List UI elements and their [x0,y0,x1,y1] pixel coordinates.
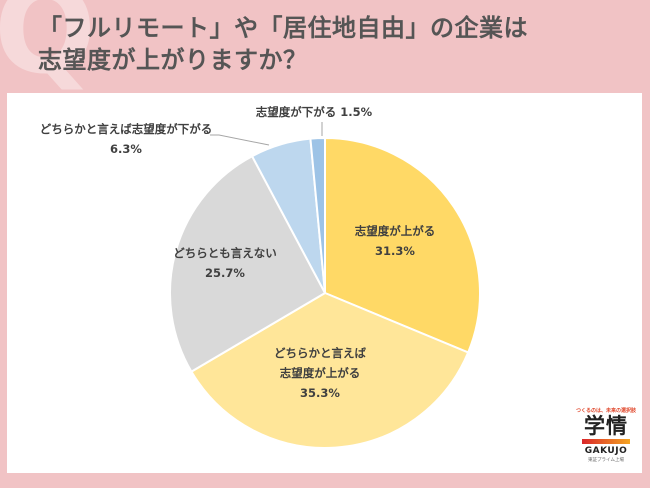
logo-bar [582,439,630,444]
label-name-line2: 志望度が上がる [279,366,361,380]
label-name: どちらかと言えば志望度が下がる [39,122,213,136]
label-name-value: 志望度が下がる 1.5% [255,105,373,119]
logo-tagline: つくるのは、未来の選択肢 [576,408,636,414]
label-value: 31.3% [375,244,415,258]
gakujo-logo: つくるのは、未来の選択肢 学情 GAKUJO 東証プライム上場 [576,408,636,464]
title-line-1: 「フルリモート」や「居住地自由」の企業は [38,14,528,42]
slice-disagree [309,136,326,294]
slice-agree [324,136,481,354]
label-value: 25.7% [205,266,245,280]
label-name-line1: どちらかと言えば [274,346,366,360]
q-watermark: Q [0,0,97,101]
logo-name: GAKUJO [584,446,628,456]
label-slice-somewhat-disagree: どちらかと言えば志望度が下がる 6.3% [31,119,221,159]
chart-card: 志望度が上がる 31.3% どちらかと言えば 志望度が上がる 35.3% どちら… [7,93,642,473]
title-line-2: 志望度が上がりますか？ [38,46,308,74]
leader-line-somewhat-disagree [210,134,270,146]
slice-neutral [169,154,327,373]
label-slice-somewhat-agree: どちらかと言えば 志望度が上がる 35.3% [255,343,385,403]
label-name: どちらとも言えない [173,246,277,260]
label-slice-disagree: 志望度が下がる 1.5% [244,102,384,122]
logo-kanji: 学情 [584,414,628,438]
pie-chart [169,122,481,449]
label-name: 志望度が上がる [354,224,436,238]
logo-sub: 東証プライム上場 [588,458,624,463]
label-value: 35.3% [300,386,340,400]
label-slice-agree: 志望度が上がる 31.3% [345,221,445,261]
label-slice-neutral: どちらとも言えない 25.7% [170,243,280,283]
page-title: 「フルリモート」や「居住地自由」の企業は 志望度が上がりますか？ [38,12,528,76]
label-value: 6.3% [110,142,142,156]
